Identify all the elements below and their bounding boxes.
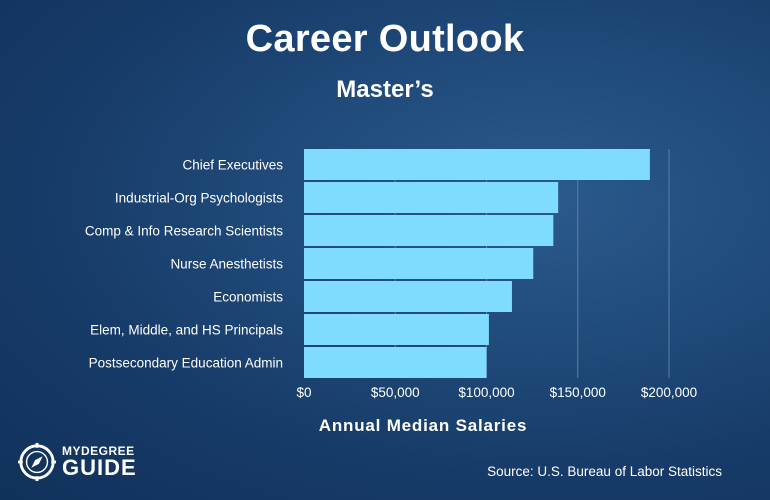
logo: MYDEGREE GUIDE: [18, 440, 148, 484]
chart-title: Career Outlook: [245, 18, 525, 60]
x-axis-label: Annual Median Salaries: [318, 416, 528, 435]
category-label: Postsecondary Education Admin: [89, 356, 283, 371]
source-note: Source: U.S. Bureau of Labor Statistics: [487, 464, 722, 479]
x-tick-label: $0: [296, 385, 311, 400]
bar: [304, 182, 559, 213]
bar: [304, 149, 650, 180]
bar-layer: [304, 149, 650, 378]
logo-line2: GUIDE: [62, 455, 137, 480]
bar: [304, 281, 512, 312]
x-tick-label: $200,000: [641, 385, 697, 400]
x-tick-label: $100,000: [458, 385, 514, 400]
category-label: Elem, Middle, and HS Principals: [90, 323, 283, 338]
category-label: Chief Executives: [182, 158, 283, 173]
category-label: Economists: [213, 290, 283, 305]
x-tick-label: $150,000: [550, 385, 606, 400]
category-label: Comp & Info Research Scientists: [85, 224, 283, 239]
category-label: Nurse Anesthetists: [170, 257, 283, 272]
category-label: Industrial-Org Psychologists: [115, 191, 283, 206]
x-tick-labels: $0 $50,000 $100,000 $150,000 $200,000: [296, 385, 697, 400]
bar: [304, 248, 534, 279]
category-labels: Chief Executives Industrial-Org Psycholog…: [85, 158, 283, 371]
bar: [304, 215, 554, 246]
x-tick-label: $50,000: [371, 385, 420, 400]
compass-icon: [18, 443, 56, 481]
logo-line1: MYDEGREE: [62, 444, 135, 458]
bar: [304, 314, 489, 345]
bar: [304, 347, 487, 378]
chart-subtitle: Master’s: [336, 76, 434, 103]
